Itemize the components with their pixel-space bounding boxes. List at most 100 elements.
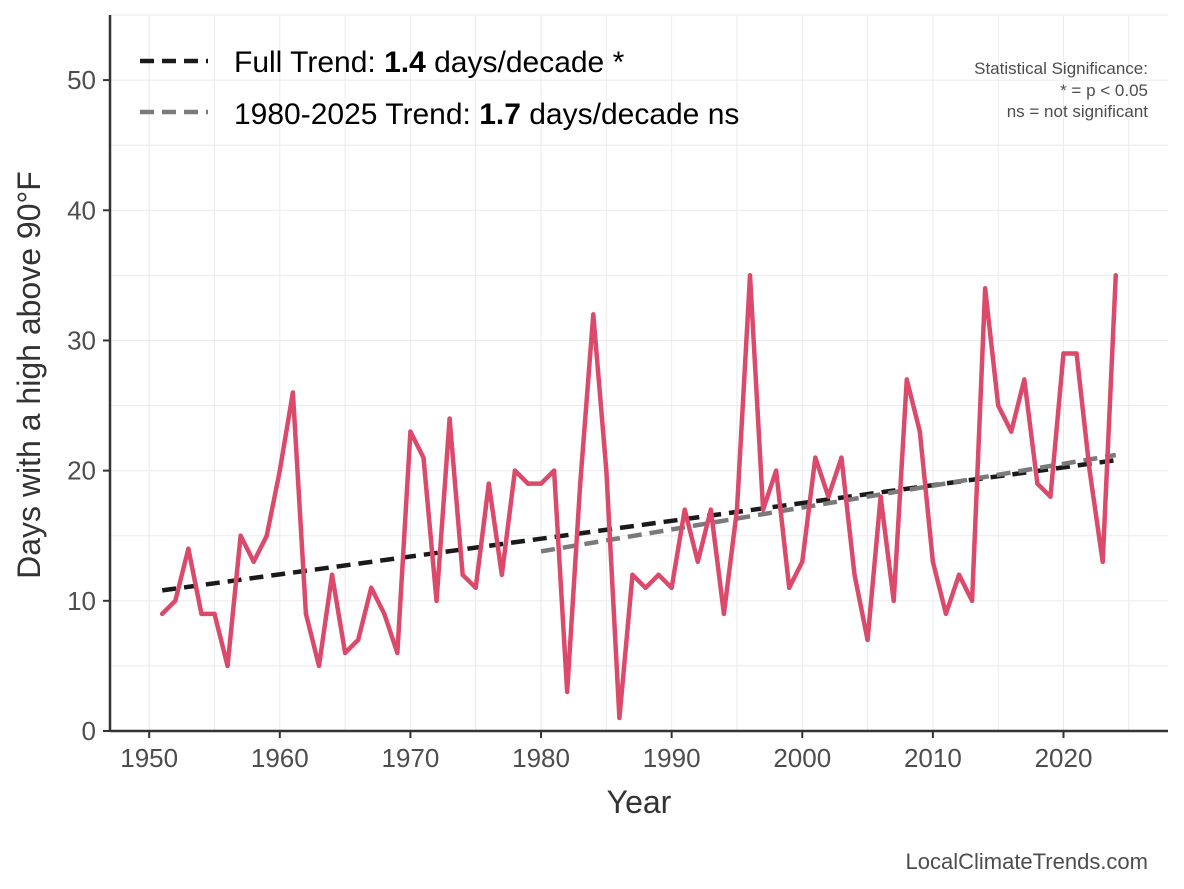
data-point-1971 <box>421 455 426 460</box>
data-point-2011 <box>943 611 949 617</box>
data-point-1999 <box>787 585 792 590</box>
data-point-1991 <box>682 507 687 512</box>
x-tick-label: 2010 <box>904 743 962 773</box>
data-point-1987 <box>630 572 635 577</box>
legend: Full Trend: 1.4 days/decade * 1980-2025 … <box>140 46 739 131</box>
data-point-1958 <box>251 559 256 564</box>
x-tick-label: 1980 <box>512 743 570 773</box>
data-point-1951 <box>160 611 165 617</box>
trend-layer <box>161 452 1117 593</box>
data-point-2000 <box>800 559 805 564</box>
y-tick-label: 30 <box>67 325 96 355</box>
data-point-1990 <box>669 585 674 590</box>
data-point-1968 <box>382 611 387 617</box>
data-point-1954 <box>199 611 204 617</box>
data-point-1960 <box>277 468 283 473</box>
data-point-2018 <box>1035 481 1040 486</box>
data-point-1981 <box>551 468 557 473</box>
data-point-1984 <box>591 312 596 317</box>
data-point-1996 <box>747 273 753 278</box>
data-point-1986 <box>617 715 622 721</box>
data-point-1985 <box>604 468 609 473</box>
data-point-1997 <box>760 507 766 512</box>
data-point-1965 <box>342 650 348 656</box>
data-point-2022 <box>1087 468 1092 473</box>
data-point-2004 <box>852 572 857 577</box>
data-point-1988 <box>643 585 648 590</box>
data-point-2001 <box>813 455 818 460</box>
data-point-2019 <box>1048 494 1053 499</box>
data-point-2007 <box>891 598 896 604</box>
x-tick-label: 1950 <box>120 743 178 773</box>
data-point-1977 <box>499 572 505 577</box>
significance-note: Statistical Significance: * = p < 0.05 n… <box>974 59 1148 121</box>
data-point-2014 <box>982 286 988 291</box>
data-point-1969 <box>395 650 400 656</box>
legend-label-full-trend: Full Trend: 1.4 days/decade * <box>234 46 625 79</box>
data-point-1967 <box>369 585 374 590</box>
data-point-2006 <box>878 494 883 499</box>
x-tick-label: 1970 <box>381 743 439 773</box>
data-point-1966 <box>355 637 361 643</box>
data-point-1989 <box>656 572 661 577</box>
data-point-1983 <box>578 481 583 486</box>
data-point-2003 <box>839 455 844 460</box>
data-point-1976 <box>486 481 491 486</box>
trend-line-1980-2025-trend <box>540 452 1117 554</box>
data-point-2020 <box>1061 351 1066 356</box>
data-point-1972 <box>434 598 439 604</box>
legend-label-1980-2025-trend: 1980-2025 Trend: 1.7 days/decade ns <box>234 98 739 131</box>
data-point-2008 <box>904 377 909 382</box>
source-credit: LocalClimateTrends.com <box>906 849 1149 874</box>
data-point-2017 <box>1022 377 1027 382</box>
series-line-days-above-90f <box>159 273 1119 721</box>
significance-note-star: * = p < 0.05 <box>1060 81 1148 100</box>
data-point-2010 <box>930 559 936 564</box>
data-point-1963 <box>316 663 322 669</box>
x-tick-label: 1990 <box>643 743 701 773</box>
data-point-2002 <box>826 494 831 499</box>
data-point-2016 <box>1009 429 1014 434</box>
x-axis-title: Year <box>607 784 672 820</box>
data-point-2024 <box>1113 273 1118 278</box>
data-point-1975 <box>473 585 478 590</box>
y-tick-label: 50 <box>67 65 96 95</box>
x-tick-label: 1960 <box>251 743 309 773</box>
y-tick-label: 20 <box>67 456 96 486</box>
data-point-1961 <box>290 390 296 395</box>
y-tick-label: 40 <box>67 195 96 225</box>
legend-full-trend-prefix: Full Trend: <box>234 46 384 79</box>
data-point-1998 <box>773 468 779 473</box>
data-point-1953 <box>186 546 191 551</box>
data-point-1964 <box>329 572 335 577</box>
significance-note-ns: ns = not significant <box>1007 102 1149 121</box>
legend-recent-trend-suffix: days/decade ns <box>521 98 739 131</box>
series-layer <box>159 273 1119 721</box>
x-tick-label: 2020 <box>1035 743 1093 773</box>
data-point-1955 <box>212 611 217 617</box>
data-point-1995 <box>734 507 740 512</box>
legend-full-trend-suffix: days/decade * <box>426 46 625 79</box>
y-axis-title: Days with a high above 90°F <box>11 171 47 579</box>
data-point-2005 <box>865 637 870 643</box>
data-point-2023 <box>1100 559 1105 564</box>
legend-recent-trend-prefix: 1980-2025 Trend: <box>234 98 479 131</box>
data-point-2013 <box>969 598 975 604</box>
data-point-1952 <box>173 598 178 604</box>
data-point-2021 <box>1074 351 1079 356</box>
legend-full-trend-rate: 1.4 <box>384 46 426 79</box>
data-point-1982 <box>564 689 570 695</box>
data-point-1973 <box>447 416 452 421</box>
axis-layer: 0 10 20 30 40 50 1950 1960 1970 1980 1990 2000 2010 2… <box>67 15 1168 773</box>
data-point-2009 <box>917 429 923 434</box>
data-point-2012 <box>956 572 962 577</box>
significance-note-title: Statistical Significance: <box>974 59 1148 78</box>
legend-recent-trend-rate: 1.7 <box>479 98 521 131</box>
data-point-1956 <box>225 663 230 669</box>
data-point-1962 <box>303 611 309 617</box>
data-point-1979 <box>525 481 531 486</box>
data-point-2015 <box>995 403 1001 408</box>
data-point-1959 <box>264 533 269 538</box>
data-point-1980 <box>538 481 544 486</box>
